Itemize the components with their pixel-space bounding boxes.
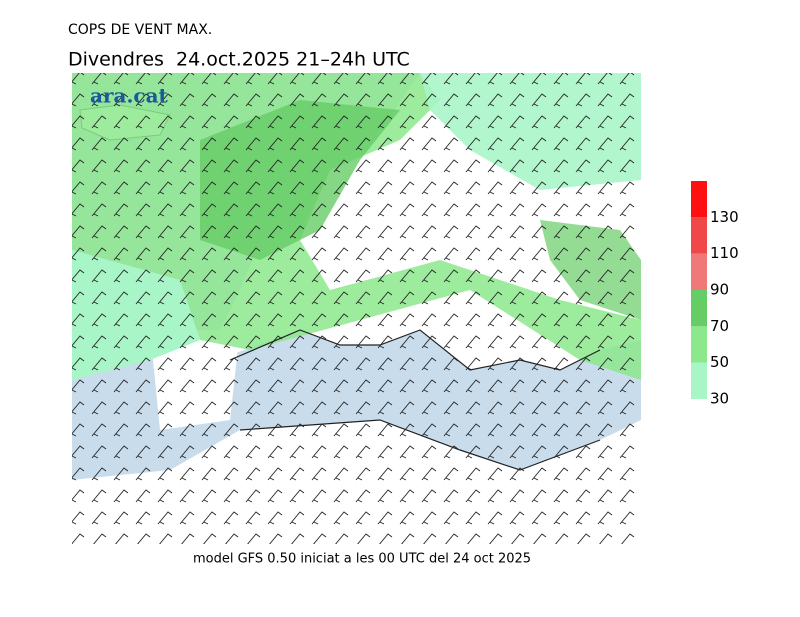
colorbar-segment (691, 217, 707, 254)
colorbar: 30 50 70 90 110 130 (691, 181, 739, 408)
colorbar-segment (691, 362, 707, 399)
colorbar-segment (691, 253, 707, 290)
subtitle: Divendres 24.oct.2025 21–24h UTC (68, 49, 410, 71)
colorbar-tick-label: 110 (710, 244, 739, 262)
logo: ara.cat (90, 84, 169, 108)
colorbar-segment (691, 290, 707, 327)
colorbar-tick-label: 30 (710, 390, 729, 408)
colorbar-tick-label: 50 (710, 353, 729, 371)
colorbar-tick-label: 130 (710, 208, 739, 226)
colorbar-segment (691, 181, 707, 218)
colorbar-tick-label: 70 (710, 317, 729, 335)
colorbar-segment (691, 326, 707, 363)
map (72, 73, 641, 544)
title: COPS DE VENT MAX. (68, 22, 212, 38)
wind-barbs (72, 73, 641, 544)
footer: model GFS 0.50 iniciat a les 00 UTC del … (193, 552, 531, 567)
colorbar-tick-label: 90 (710, 281, 729, 299)
